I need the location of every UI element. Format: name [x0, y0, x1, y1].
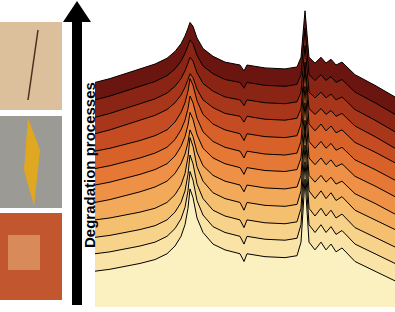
svg-text:Degradation processes: Degradation processes — [81, 82, 98, 248]
